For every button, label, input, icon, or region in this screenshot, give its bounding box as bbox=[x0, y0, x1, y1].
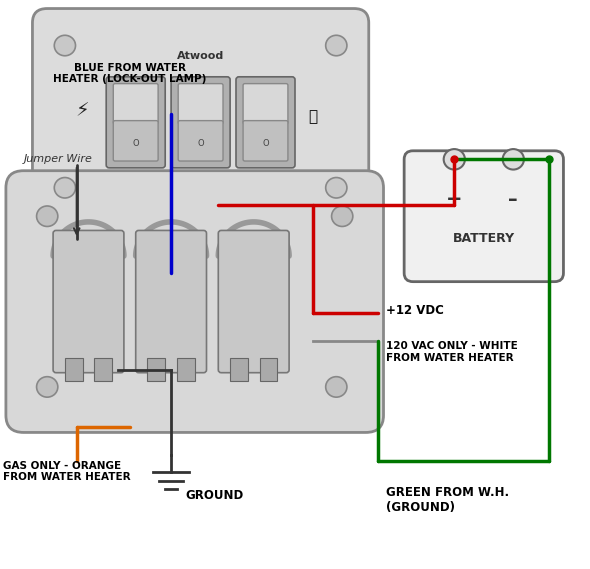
Circle shape bbox=[503, 149, 524, 170]
Text: Jumper Wire: Jumper Wire bbox=[24, 154, 93, 164]
Bar bbox=[148, 358, 165, 381]
Circle shape bbox=[326, 377, 347, 397]
Bar bbox=[260, 358, 277, 381]
Circle shape bbox=[326, 35, 347, 56]
FancyBboxPatch shape bbox=[113, 121, 158, 161]
FancyBboxPatch shape bbox=[178, 121, 223, 161]
Circle shape bbox=[326, 178, 347, 198]
Circle shape bbox=[444, 149, 465, 170]
Circle shape bbox=[332, 206, 353, 226]
Bar bbox=[94, 358, 112, 381]
FancyBboxPatch shape bbox=[53, 230, 124, 373]
Circle shape bbox=[54, 35, 76, 56]
Text: GROUND: GROUND bbox=[186, 489, 244, 501]
Circle shape bbox=[37, 206, 58, 226]
FancyBboxPatch shape bbox=[113, 84, 158, 124]
Text: O: O bbox=[132, 139, 139, 148]
Bar bbox=[230, 358, 248, 381]
Text: BATTERY: BATTERY bbox=[453, 233, 515, 245]
Text: Atwood: Atwood bbox=[177, 51, 224, 61]
Text: BLUE FROM WATER
HEATER (LOCK-OUT LAMP): BLUE FROM WATER HEATER (LOCK-OUT LAMP) bbox=[53, 63, 206, 84]
Text: +: + bbox=[446, 189, 463, 209]
FancyBboxPatch shape bbox=[404, 151, 563, 282]
FancyBboxPatch shape bbox=[171, 77, 230, 168]
FancyBboxPatch shape bbox=[178, 84, 223, 124]
Text: –: – bbox=[509, 189, 518, 209]
Text: 120 VAC ONLY - WHITE
FROM WATER HEATER: 120 VAC ONLY - WHITE FROM WATER HEATER bbox=[386, 341, 518, 363]
FancyBboxPatch shape bbox=[136, 230, 206, 373]
FancyBboxPatch shape bbox=[236, 77, 295, 168]
FancyBboxPatch shape bbox=[6, 171, 384, 432]
Text: 🔥: 🔥 bbox=[308, 109, 317, 124]
Text: ⚡: ⚡ bbox=[76, 101, 90, 121]
Text: +12 VDC: +12 VDC bbox=[386, 304, 444, 316]
Bar bbox=[177, 358, 195, 381]
Bar bbox=[65, 358, 83, 381]
Circle shape bbox=[54, 178, 76, 198]
Text: O: O bbox=[197, 139, 204, 148]
FancyBboxPatch shape bbox=[106, 77, 165, 168]
FancyBboxPatch shape bbox=[32, 9, 369, 225]
FancyBboxPatch shape bbox=[218, 230, 289, 373]
Text: GREEN FROM W.H.
(GROUND): GREEN FROM W.H. (GROUND) bbox=[386, 486, 510, 514]
FancyBboxPatch shape bbox=[243, 84, 288, 124]
Text: O: O bbox=[262, 139, 269, 148]
Circle shape bbox=[37, 377, 58, 397]
FancyBboxPatch shape bbox=[243, 121, 288, 161]
Text: GAS ONLY - ORANGE
FROM WATER HEATER: GAS ONLY - ORANGE FROM WATER HEATER bbox=[3, 461, 130, 483]
